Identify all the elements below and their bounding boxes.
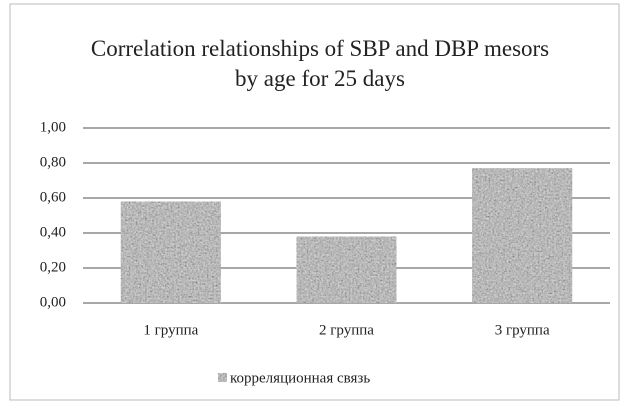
- x-tick-label: 3 группа: [495, 322, 550, 338]
- chart-title: Correlation relationships of SBP and DBP…: [90, 36, 550, 91]
- x-tick-label: 1 группа: [143, 322, 198, 338]
- chart-frame: [9, 3, 620, 401]
- y-tick-label: 1,00: [40, 119, 66, 135]
- x-tick-label: 2 группа: [319, 322, 374, 338]
- y-tick-label: 0,20: [40, 259, 66, 275]
- y-tick-label: 0,60: [40, 189, 66, 205]
- bar-texture: [472, 168, 573, 303]
- y-tick-label: 0,40: [40, 224, 66, 240]
- legend-label: корреляционная связь: [230, 370, 370, 386]
- y-tick-label: 0,80: [40, 154, 66, 170]
- bar-texture: [296, 236, 397, 303]
- y-tick-label: 0,00: [40, 294, 66, 310]
- legend-swatch-texture: [218, 373, 227, 382]
- bar-texture: [120, 201, 221, 303]
